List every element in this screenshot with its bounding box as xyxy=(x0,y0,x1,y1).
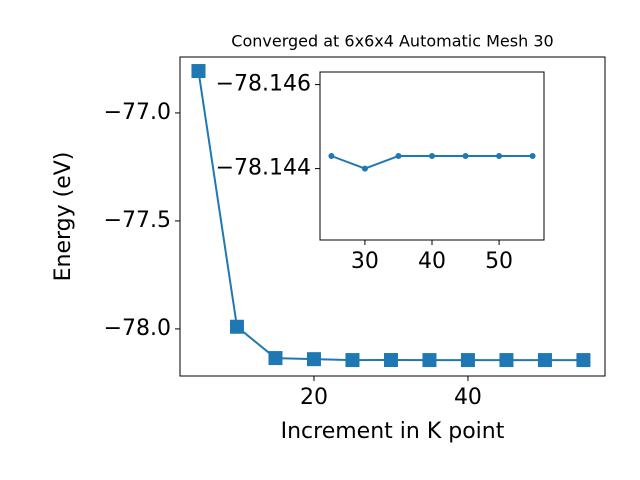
x-tick-label: 20 xyxy=(300,385,328,410)
marker xyxy=(229,319,244,334)
marker xyxy=(191,64,206,79)
marker xyxy=(460,353,475,368)
y-tick-label: −77.5 xyxy=(104,208,171,233)
marker xyxy=(499,353,514,368)
y-axis-label: Energy (eV) xyxy=(51,152,76,282)
marker xyxy=(422,353,437,368)
x-tick-label: 40 xyxy=(418,249,446,274)
marker xyxy=(361,165,368,172)
x-tick-label: 50 xyxy=(485,249,513,274)
marker xyxy=(537,353,552,368)
marker xyxy=(496,153,503,159)
y-tick-label: −78.146 xyxy=(216,72,311,97)
x-tick-label: 40 xyxy=(454,385,482,410)
x-tick-label: 30 xyxy=(351,249,379,274)
marker xyxy=(383,353,398,368)
marker xyxy=(395,153,402,159)
y-tick-label: −77.0 xyxy=(104,100,171,125)
marker xyxy=(576,353,591,368)
y-tick-label: −78.144 xyxy=(216,156,311,181)
marker xyxy=(462,153,469,159)
marker xyxy=(328,153,335,159)
y-tick-label: −78.0 xyxy=(104,316,171,341)
chart-title: Converged at 6x6x4 Automatic Mesh 30 xyxy=(231,32,553,51)
x-axis-label: Increment in K point xyxy=(281,419,505,444)
marker xyxy=(306,352,321,367)
marker xyxy=(345,353,360,368)
marker xyxy=(268,351,283,366)
marker xyxy=(429,153,435,159)
marker xyxy=(529,153,536,159)
